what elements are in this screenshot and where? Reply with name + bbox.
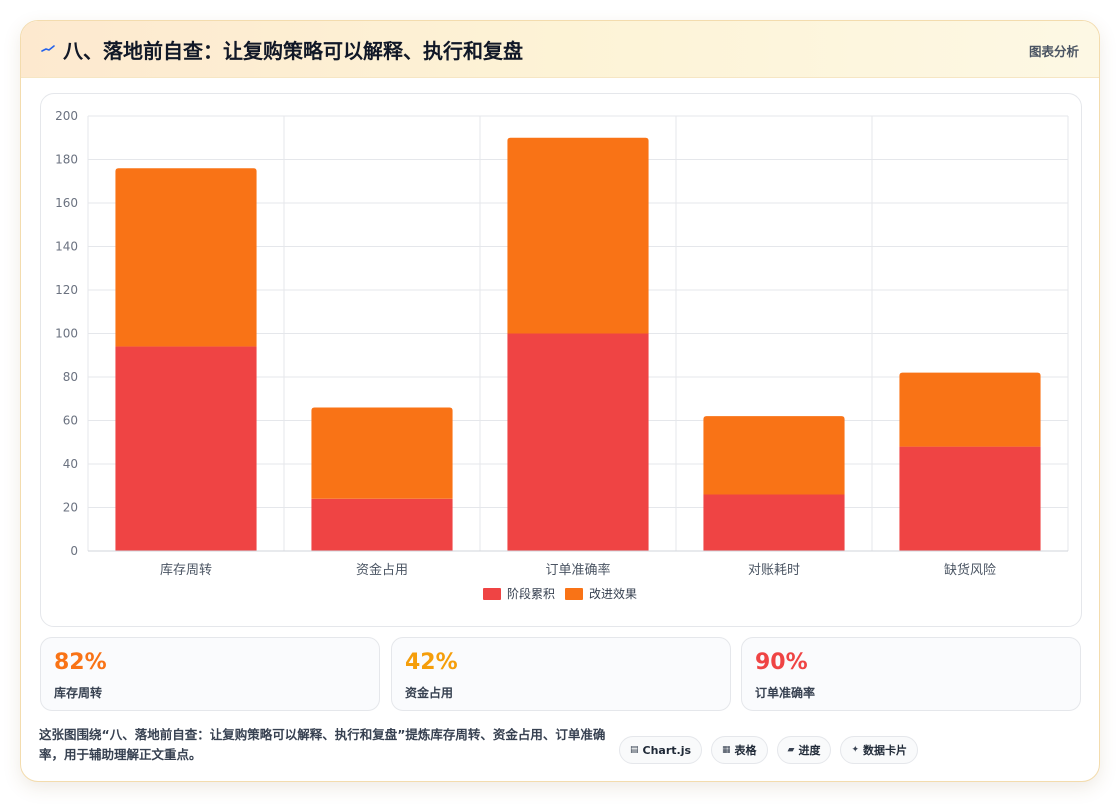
y-tick-label: 40	[63, 457, 78, 471]
chart-card: 八、落地前自查：让复购策略可以解释、执行和复盘 图表分析 0 20 40 60 80 10…	[20, 20, 1100, 782]
y-tick-label: 20	[63, 501, 78, 515]
card-header: 八、落地前自查：让复购策略可以解释、执行和复盘 图表分析	[21, 21, 1099, 78]
bar-segment	[899, 446, 1041, 551]
chart-analysis-link[interactable]: 图表分析	[1028, 44, 1079, 59]
stat-card-order-accuracy: 90% 订单准确率	[741, 637, 1081, 711]
bar-segment	[311, 498, 453, 551]
stat-label: 资金占用	[405, 686, 454, 700]
y-tick-label: 0	[70, 544, 78, 558]
stacked-bar-chart: 0 20 40 60 80 100 120 140 160 180 200 库存周转 资金占用 订单准确率…	[55, 109, 1069, 601]
x-tick-label: 库存周转	[160, 562, 212, 578]
x-tick-label: 对账耗时	[748, 563, 800, 578]
legend-swatch	[483, 588, 501, 600]
stat-card-capital-occupation: 42% 资金占用	[391, 637, 731, 711]
footer-note: 这张图围绕“八、落地前自查：让复购策略可以解释、执行和复盘”提炼库存周转、资金占…	[39, 727, 606, 762]
tag-list: ▤ Chart.js ▦ 表格 ▰ 进度 ✦ 数据卡片	[619, 736, 919, 764]
page-title: 八、落地前自查：让复购策略可以解释、执行和复盘	[63, 39, 523, 63]
y-tick-label: 120	[55, 283, 78, 297]
x-tick-label: 缺货风险	[944, 562, 996, 578]
y-tick-label: 160	[55, 196, 78, 210]
tag-table[interactable]: ▦ 表格	[711, 736, 768, 764]
bar-segment	[311, 407, 453, 499]
table-icon: ▦	[722, 745, 731, 755]
tag-label: Chart.js	[642, 743, 692, 757]
y-tick-label: 140	[55, 240, 78, 254]
tag-chartjs[interactable]: ▤ Chart.js	[619, 736, 703, 764]
chart-icon: ▤	[630, 745, 639, 755]
sparkline-icon	[41, 45, 55, 52]
bar-segment	[115, 346, 257, 551]
legend-label: 阶段累积	[507, 586, 555, 601]
stat-value: 90%	[755, 650, 808, 675]
legend-swatch	[565, 588, 583, 600]
stat-card-inventory-turnover: 82% 库存周转	[40, 637, 380, 711]
x-tick-label: 订单准确率	[545, 562, 610, 578]
legend-label: 改进效果	[589, 586, 637, 601]
data-card-icon: ✦	[851, 745, 860, 755]
tag-data-card[interactable]: ✦ 数据卡片	[840, 736, 919, 764]
y-tick-label: 80	[63, 370, 78, 384]
stat-label: 订单准确率	[755, 686, 816, 700]
bar-segment	[703, 494, 845, 551]
bar-segment	[115, 168, 257, 347]
progress-icon: ▰	[787, 745, 795, 755]
chart-panel: 0 20 40 60 80 100 120 140 160 180 200 库存周转 资金占用 订单准确率…	[40, 93, 1082, 627]
bar-segment	[507, 137, 649, 334]
x-tick-label: 资金占用	[356, 562, 408, 578]
y-tick-label: 60	[63, 414, 78, 428]
bar-segment	[899, 372, 1041, 447]
tag-label: 进度	[798, 744, 821, 757]
y-tick-label: 180	[55, 153, 78, 167]
tag-progress[interactable]: ▰ 进度	[776, 736, 832, 764]
y-tick-label: 200	[55, 109, 78, 123]
tag-label: 数据卡片	[863, 744, 908, 757]
stat-value: 42%	[405, 650, 458, 675]
stat-value: 82%	[54, 650, 107, 675]
y-tick-label: 100	[55, 327, 78, 341]
bar-segment	[703, 416, 845, 495]
stat-label: 库存周转	[54, 686, 103, 700]
tag-label: 表格	[734, 744, 757, 757]
bar-segment	[507, 333, 649, 551]
